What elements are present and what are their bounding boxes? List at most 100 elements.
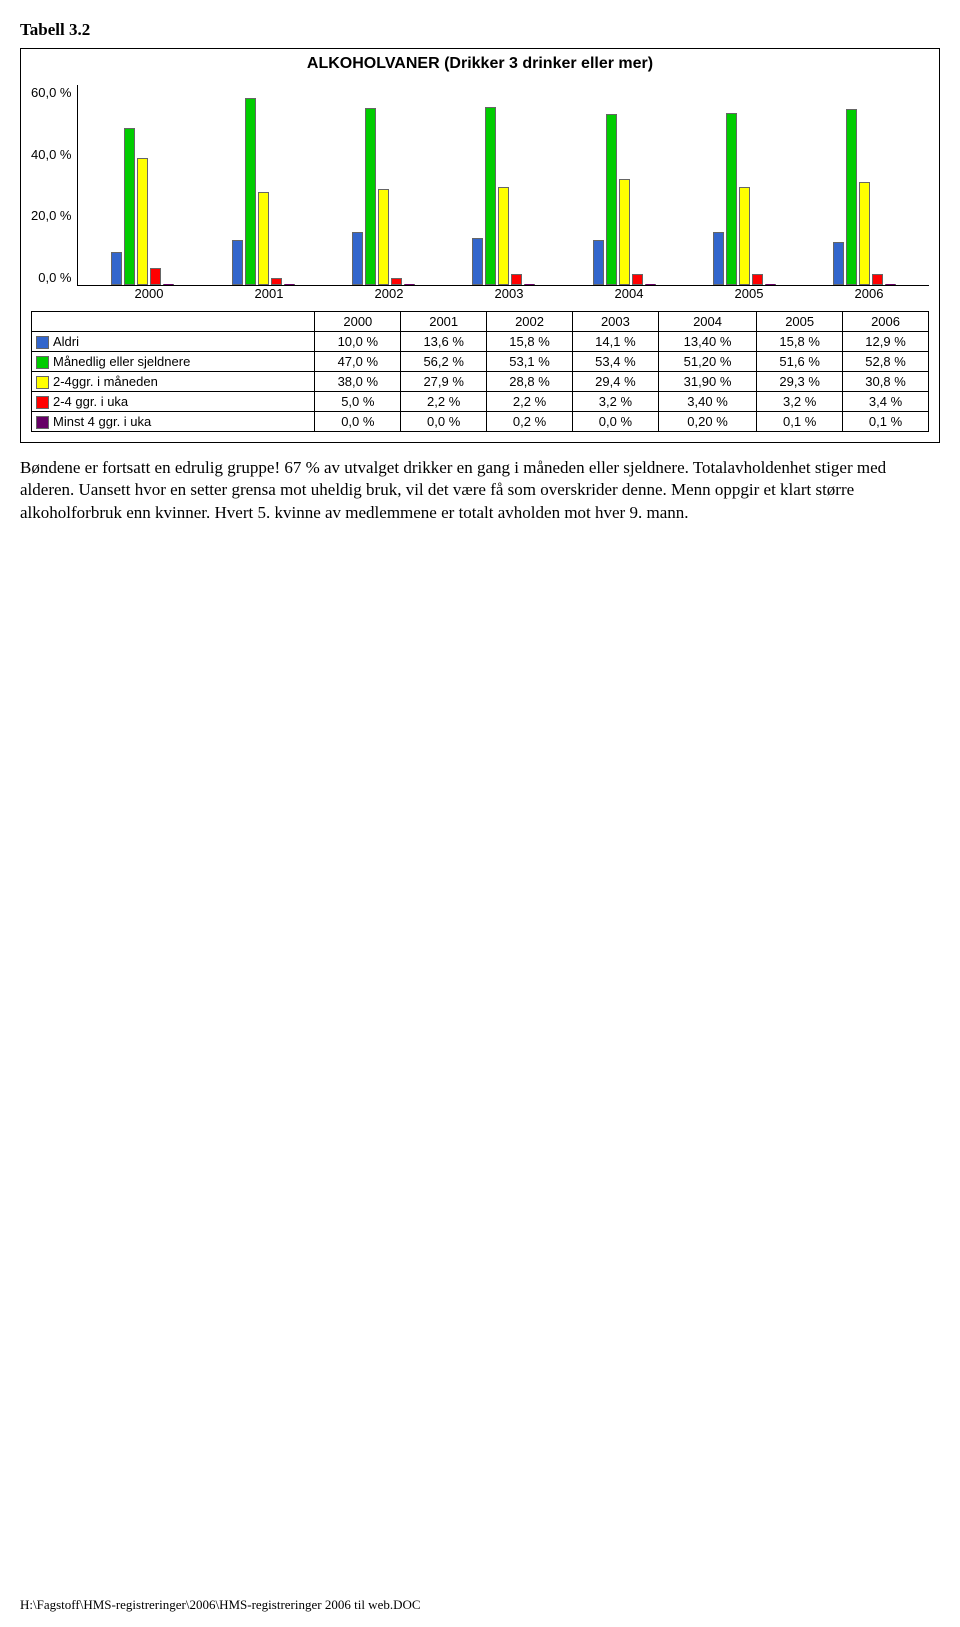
bar (137, 158, 148, 285)
table-cell: 31,90 % (658, 372, 756, 392)
table-cell: 47,0 % (315, 352, 401, 372)
table-cell: 2,2 % (487, 392, 573, 412)
y-tick: 60,0 % (31, 85, 71, 100)
table-col-header: 2001 (401, 312, 487, 332)
bar (245, 98, 256, 285)
legend-label: Minst 4 ggr. i uka (53, 414, 151, 429)
bar (271, 278, 282, 285)
table-col-header: 2002 (487, 312, 573, 332)
x-tick: 2000 (89, 286, 209, 301)
table-cell: 3,4 % (843, 392, 929, 412)
legend-swatch (36, 356, 49, 369)
table-cell: 2,2 % (401, 392, 487, 412)
bar (485, 107, 496, 285)
bar (632, 274, 643, 285)
table-cell: 14,1 % (572, 332, 658, 352)
bar-group (444, 85, 564, 285)
table-cell: 0,1 % (843, 412, 929, 432)
bar (498, 187, 509, 285)
x-tick: 2003 (449, 286, 569, 301)
table-cell: 0,0 % (572, 412, 658, 432)
x-tick: 2002 (329, 286, 449, 301)
x-tick: 2005 (689, 286, 809, 301)
legend-label: 2-4ggr. i måneden (53, 374, 158, 389)
table-cell: 3,2 % (572, 392, 658, 412)
table-cell: 38,0 % (315, 372, 401, 392)
y-tick: 20,0 % (31, 208, 71, 223)
table-cell: 15,8 % (487, 332, 573, 352)
bar (726, 113, 737, 285)
bar (859, 182, 870, 285)
bar (524, 284, 535, 285)
legend-swatch (36, 396, 49, 409)
table-cell: 27,9 % (401, 372, 487, 392)
bar (352, 232, 363, 285)
bar-group (203, 85, 323, 285)
table-col-header: 2004 (658, 312, 756, 332)
bar (124, 128, 135, 285)
legend-label: 2-4 ggr. i uka (53, 394, 128, 409)
table-cell: 30,8 % (843, 372, 929, 392)
body-paragraph: Bøndene er fortsatt en edrulig gruppe! 6… (20, 457, 940, 523)
table-cell: 3,40 % (658, 392, 756, 412)
table-cell: 5,0 % (315, 392, 401, 412)
chart-plot (77, 85, 929, 286)
bar (752, 274, 763, 285)
table-cell: 53,4 % (572, 352, 658, 372)
table-col-header: 2000 (315, 312, 401, 332)
table-col-header: 2005 (757, 312, 843, 332)
table-row-label: Minst 4 ggr. i uka (32, 412, 315, 432)
table-cell: 10,0 % (315, 332, 401, 352)
chart-title: ALKOHOLVANER (Drikker 3 drinker eller me… (31, 55, 929, 73)
bar (739, 187, 750, 285)
bar-group (805, 85, 925, 285)
bar (258, 192, 269, 285)
table-cell: 0,20 % (658, 412, 756, 432)
bar (885, 284, 896, 285)
table-cell: 0,1 % (757, 412, 843, 432)
bar (150, 268, 161, 285)
bar (284, 284, 295, 285)
bar (713, 232, 724, 285)
legend-swatch (36, 376, 49, 389)
x-tick: 2006 (809, 286, 929, 301)
table-cell: 13,6 % (401, 332, 487, 352)
bar (232, 240, 243, 285)
table-cell: 29,4 % (572, 372, 658, 392)
legend-swatch (36, 416, 49, 429)
table-row-label: Aldri (32, 332, 315, 352)
x-tick: 2004 (569, 286, 689, 301)
bar (606, 114, 617, 285)
chart-container: ALKOHOLVANER (Drikker 3 drinker eller me… (20, 48, 940, 443)
bar (511, 274, 522, 285)
bar (846, 109, 857, 285)
table-cell: 29,3 % (757, 372, 843, 392)
y-tick: 40,0 % (31, 147, 71, 162)
bar (378, 189, 389, 285)
table-cell: 51,6 % (757, 352, 843, 372)
table-cell: 12,9 % (843, 332, 929, 352)
table-cell: 0,2 % (487, 412, 573, 432)
table-cell: 52,8 % (843, 352, 929, 372)
bar-group (684, 85, 804, 285)
bar (111, 252, 122, 285)
bar (472, 238, 483, 285)
data-table: 2000200120022003200420052006Aldri10,0 %1… (31, 311, 929, 432)
y-tick: 0,0 % (38, 270, 71, 285)
bar-group (564, 85, 684, 285)
bar (765, 284, 776, 285)
table-col-header: 2003 (572, 312, 658, 332)
table-row-label: Månedlig eller sjeldnere (32, 352, 315, 372)
footer-path: H:\Fagstoff\HMS-registreringer\2006\HMS-… (20, 1597, 421, 1613)
bar (365, 108, 376, 285)
table-col-header: 2006 (843, 312, 929, 332)
table-cell: 0,0 % (401, 412, 487, 432)
x-axis: 2000200120022003200420052006 (89, 286, 929, 301)
y-axis: 60,0 % 40,0 % 20,0 % 0,0 % (31, 85, 77, 285)
table-cell: 0,0 % (315, 412, 401, 432)
bar-group (323, 85, 443, 285)
table-cell: 28,8 % (487, 372, 573, 392)
legend-swatch (36, 336, 49, 349)
bar (391, 278, 402, 285)
bar (833, 242, 844, 285)
